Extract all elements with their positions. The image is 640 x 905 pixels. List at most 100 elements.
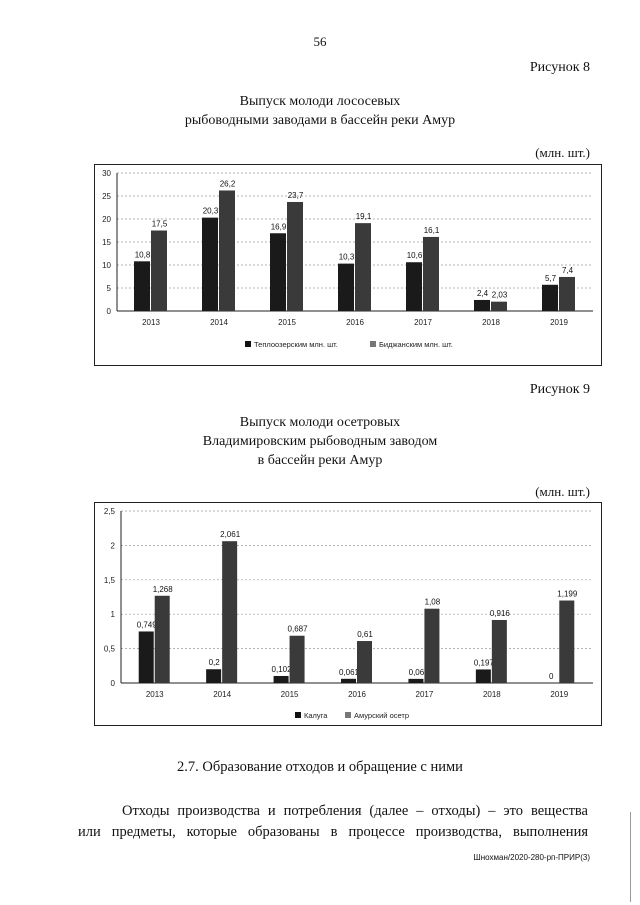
figure-9-title-line3: в бассейн реки Амур xyxy=(257,453,383,468)
data-label: 0,2 xyxy=(209,658,221,667)
y-tick-label: 1,5 xyxy=(104,576,116,585)
data-label: 5,7 xyxy=(545,274,557,283)
section-heading: 2.7. Образование отходов и обращение с н… xyxy=(177,759,463,775)
data-label: 10,3 xyxy=(339,253,355,262)
legend-swatch xyxy=(345,712,351,718)
bar-series1 xyxy=(406,262,422,311)
x-tick-label: 2013 xyxy=(146,690,164,699)
bar-series2 xyxy=(357,641,372,683)
bar-series2 xyxy=(289,635,305,683)
y-tick-label: 25 xyxy=(102,192,111,201)
data-label: 2,4 xyxy=(477,289,489,298)
chart-2: 0 0,5 1 1,5 2 2,5 0,749 1,268 2013 0,2 2,061 2014 0,… xyxy=(104,507,593,720)
data-label: 1,268 xyxy=(153,585,174,594)
chart-1: 0 5 10 15 20 25 30 10,8 17,5 2013 20,3 26,2 2014 16,9… xyxy=(102,169,593,349)
chart-2-frame: 0 0,5 1 1,5 2 2,5 0,749 1,268 2013 0,2 2,061 2014 0,… xyxy=(94,502,602,726)
bar-series1 xyxy=(202,217,218,311)
figure-8-unit: (млн. шт.) xyxy=(535,145,590,160)
figure-9-title-line1: Выпуск молоди осетровых xyxy=(239,415,401,430)
data-label: 0 xyxy=(549,672,554,681)
bar-series2 xyxy=(424,608,440,683)
y-tick-label: 20 xyxy=(102,215,111,224)
figure-9-unit: (млн. шт.) xyxy=(535,484,590,499)
footer-code: Шнохман/2020-280-рп-ПРИР(3) xyxy=(473,853,590,862)
bar-series2 xyxy=(355,223,371,311)
figure-9-title-line2: Владимировским рыбоводным заводом xyxy=(202,434,438,449)
bar-series2 xyxy=(154,595,170,683)
bar-series2 xyxy=(423,236,439,311)
data-label: 19,1 xyxy=(356,212,372,221)
bar-series1 xyxy=(341,678,356,683)
data-label: 0,61 xyxy=(357,630,373,639)
bar-series1 xyxy=(474,299,490,311)
y-tick-label: 1 xyxy=(111,610,116,619)
x-tick-label: 2016 xyxy=(346,318,364,327)
bar-series2 xyxy=(222,541,238,683)
data-label: 20,3 xyxy=(203,207,219,216)
x-tick-label: 2015 xyxy=(278,318,296,327)
data-label: 1,08 xyxy=(425,598,441,607)
legend-swatch xyxy=(295,712,301,718)
y-tick-label: 5 xyxy=(107,284,112,293)
y-tick-label: 0,5 xyxy=(104,645,116,654)
bar-series1 xyxy=(138,631,154,683)
data-label: 10,6 xyxy=(407,251,423,260)
chart-1-frame: 0 5 10 15 20 25 30 10,8 17,5 2013 20,3 26,2 2014 16,9… xyxy=(94,164,602,366)
data-label: 2,03 xyxy=(492,291,508,300)
x-tick-label: 2018 xyxy=(483,690,501,699)
data-label: 7,4 xyxy=(562,266,574,275)
x-tick-label: 2019 xyxy=(550,690,568,699)
data-label: 0,916 xyxy=(490,609,511,618)
x-tick-label: 2017 xyxy=(416,690,434,699)
x-tick-label: 2014 xyxy=(210,318,228,327)
x-tick-label: 2014 xyxy=(213,690,231,699)
y-tick-label: 30 xyxy=(102,169,111,178)
y-tick-label: 0 xyxy=(111,679,116,688)
bar-series1 xyxy=(475,669,491,683)
bar-series2 xyxy=(559,276,575,311)
data-label: 23,7 xyxy=(288,191,304,200)
data-label: 16,1 xyxy=(424,226,440,235)
legend-swatch xyxy=(245,341,251,347)
x-tick-label: 2015 xyxy=(281,690,299,699)
x-tick-label: 2019 xyxy=(550,318,568,327)
data-label: 2,061 xyxy=(220,530,241,539)
page-number: 56 xyxy=(313,34,327,49)
x-tick-label: 2018 xyxy=(482,318,500,327)
y-tick-label: 0 xyxy=(107,307,112,316)
data-label: 0,749 xyxy=(137,620,158,629)
x-tick-label: 2016 xyxy=(348,690,366,699)
bar-series1 xyxy=(273,675,289,683)
data-label: 0,061 xyxy=(339,668,360,677)
data-label: 0,102 xyxy=(272,665,293,674)
y-tick-label: 15 xyxy=(102,238,111,247)
margin-line xyxy=(630,812,631,902)
figure-9-title: Выпуск молоди осетровых Владимировским р… xyxy=(0,413,640,470)
data-label: 1,199 xyxy=(557,590,578,599)
data-label: 26,2 xyxy=(220,179,236,188)
body-paragraph: Отходы производства и потребления (далее… xyxy=(78,801,588,843)
bar-series1 xyxy=(408,678,424,683)
y-tick-label: 2,5 xyxy=(104,507,116,516)
bar-series2 xyxy=(491,301,507,311)
bar-series2 xyxy=(559,600,575,683)
data-label: 17,5 xyxy=(152,220,168,229)
bar-series1 xyxy=(206,669,222,683)
data-label: 0,687 xyxy=(288,625,309,634)
y-tick-label: 10 xyxy=(102,261,111,270)
data-label: 16,9 xyxy=(271,222,287,231)
paragraph-line-1: Отходы производства и потребления (далее… xyxy=(122,803,588,819)
figure-9-label: Рисунок 9 xyxy=(529,382,590,397)
x-tick-label: 2017 xyxy=(414,318,432,327)
legend-swatch xyxy=(370,341,376,347)
bar-series2 xyxy=(219,190,235,311)
bar-series1 xyxy=(542,284,558,311)
data-label: 0,197 xyxy=(474,658,495,667)
data-label: 0,06 xyxy=(409,668,425,677)
bar-series1 xyxy=(270,233,286,311)
x-tick-label: 2013 xyxy=(142,318,160,327)
bar-series2 xyxy=(491,619,507,683)
legend-label: Биджанским млн. шт. xyxy=(379,340,453,349)
figure-8-title: Выпуск молоди лососевых рыбоводными заво… xyxy=(0,92,640,130)
legend-label: Калуга xyxy=(304,711,328,720)
